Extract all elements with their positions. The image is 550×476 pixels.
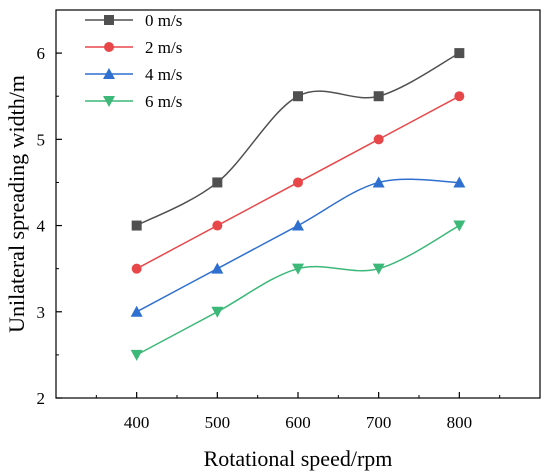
data-point-1-1: [212, 220, 223, 231]
data-point-0-1: [212, 177, 223, 188]
plot-frame: [55, 9, 541, 399]
x-tick-label: 700: [366, 413, 392, 432]
y-tick-label: 3: [37, 303, 46, 322]
series-line-0: [136, 52, 460, 227]
legend: 0 m/s 2 m/s 4 m/s 6 m/s: [85, 11, 182, 111]
data-point-1-2: [293, 177, 303, 188]
legend-marker-2: [103, 68, 115, 79]
legend-label-2: 4 m/s: [145, 65, 182, 84]
data-point-1-0: [131, 263, 142, 274]
data-point-2-2: [292, 219, 304, 231]
data-point-2-0: [130, 305, 143, 317]
y-axis-label: Unilateral spreading width/m: [4, 75, 29, 333]
axis-ticks: 400 500 600 700 800 2 3 4 5 6: [37, 44, 501, 432]
legend-marker-0: [104, 15, 114, 25]
x-axis-label: Rotational speed/rpm: [204, 446, 393, 471]
data-point-3-3: [372, 263, 385, 275]
legend-label-1: 2 m/s: [145, 38, 182, 57]
data-point-0-4: [454, 48, 465, 59]
y-tick-label: 4: [37, 217, 46, 236]
x-tick-label: 500: [205, 413, 231, 432]
data-point-0-2: [293, 91, 303, 102]
data-point-3-4: [453, 220, 466, 232]
series-markers: [130, 48, 466, 361]
legend-label-3: 6 m/s: [145, 92, 182, 111]
data-point-0-3: [373, 91, 384, 102]
data-point-2-3: [372, 176, 385, 188]
y-tick-label: 2: [37, 389, 46, 408]
axes: [55, 9, 541, 399]
data-point-3-2: [292, 263, 304, 275]
data-point-1-3: [373, 134, 384, 145]
data-point-3-1: [211, 306, 224, 318]
data-point-3-0: [130, 349, 143, 361]
y-tick-label: 6: [37, 44, 46, 63]
legend-marker-1: [104, 42, 114, 52]
series-line-2: [136, 178, 460, 313]
x-tick-label: 600: [285, 413, 311, 432]
x-tick-label: 800: [447, 413, 473, 432]
data-point-2-4: [453, 176, 466, 188]
series-line-3: [136, 224, 460, 356]
legend-marker-3: [103, 96, 115, 107]
x-tick-label: 400: [124, 413, 150, 432]
data-point-1-4: [454, 91, 465, 102]
data-point-0-0: [131, 220, 142, 231]
data-point-2-1: [211, 262, 224, 274]
y-tick-label: 5: [37, 130, 46, 149]
legend-label-0: 0 m/s: [145, 11, 182, 30]
